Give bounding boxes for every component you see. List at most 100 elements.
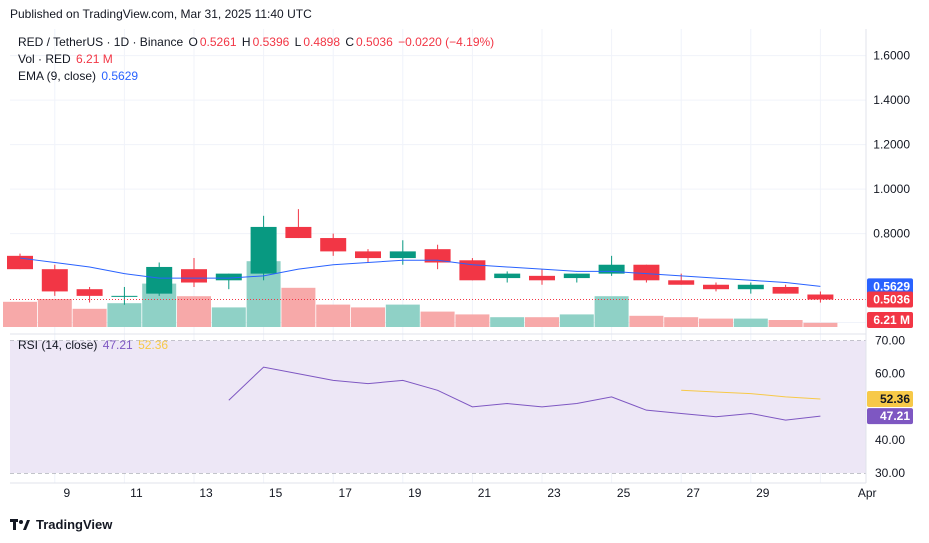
volume-bar (72, 308, 107, 327)
candle-body (424, 249, 451, 263)
close-badge-text: 0.5036 (873, 293, 910, 307)
time-tick-label: 19 (408, 486, 422, 500)
price-tick-label: 1.6000 (873, 49, 910, 63)
volume-bar (211, 307, 246, 327)
candles[interactable] (7, 209, 834, 305)
rsi-ma-badge: 52.36 (867, 391, 913, 408)
candle[interactable] (76, 286, 103, 303)
candle-body (250, 226, 277, 274)
candle[interactable] (215, 273, 242, 290)
candle[interactable] (807, 291, 834, 303)
candle-body (215, 273, 242, 281)
candle[interactable] (459, 258, 486, 281)
candle[interactable] (7, 253, 33, 270)
ema-legend[interactable]: EMA (9, close) 0.5629 (18, 69, 140, 83)
symbol-title[interactable]: RED / TetherUS · 1D · Binance (18, 35, 184, 49)
rsi-legend[interactable]: RSI (14, close) 47.21 52.36 (18, 338, 170, 352)
candle[interactable] (41, 264, 68, 296)
candle[interactable] (146, 262, 173, 296)
time-tick-label: 21 (478, 486, 492, 500)
volume-bar (768, 320, 803, 327)
candle[interactable] (703, 282, 729, 292)
rsi-line (228, 366, 821, 421)
volume-value: 6.21 M (76, 52, 113, 66)
candle-body (181, 269, 207, 283)
volume-legend[interactable]: Vol · RED 6.21 M (18, 52, 115, 66)
high-label: H (241, 35, 251, 49)
ema-badge-text: 0.5629 (873, 279, 910, 293)
time-tick-label: 13 (199, 486, 213, 500)
volume-label[interactable]: Vol · RED (18, 52, 71, 66)
candle[interactable] (111, 286, 138, 305)
time-tick-label: Apr (858, 486, 877, 500)
candle-body (563, 273, 590, 279)
candle[interactable] (320, 233, 347, 256)
volume-bar (316, 304, 351, 327)
rsi-band (10, 340, 866, 474)
candle[interactable] (494, 271, 521, 283)
low-label: L (294, 35, 302, 49)
candle-body (807, 294, 834, 300)
volume-bar (420, 311, 455, 327)
rsi-tick-label: 60.00 (875, 367, 905, 381)
candle[interactable] (529, 269, 555, 285)
candle[interactable] (737, 282, 764, 294)
volume-bar (699, 318, 733, 327)
volume-bar (733, 318, 768, 327)
volume-bar (37, 299, 72, 327)
rsi-label[interactable]: RSI (14, close) (18, 338, 98, 352)
price-tick-label: 0.8000 (873, 227, 910, 241)
rsi-ma-line (681, 389, 821, 400)
time-tick-label: 25 (617, 486, 631, 500)
candle-body (146, 266, 173, 294)
candle-body (668, 280, 695, 285)
rsi-lines (228, 366, 821, 421)
time-tick-label: 27 (687, 486, 701, 500)
candle[interactable] (181, 258, 207, 287)
ema-line (19, 257, 821, 287)
candle-body (633, 264, 660, 281)
rsi-ma-badge-text: 52.36 (880, 392, 910, 406)
rsi-value: 47.21 (102, 338, 133, 352)
time-tick-label: 11 (130, 486, 143, 500)
volume-bar (177, 296, 211, 327)
published-label: Published on TradingView.com, Mar 31, 20… (10, 7, 312, 21)
candle[interactable] (598, 255, 625, 276)
time-tick-label: 29 (756, 486, 770, 500)
candle[interactable] (250, 215, 277, 281)
candle[interactable] (424, 244, 451, 270)
rsi-axis[interactable]: 70.00 60.00 40.00 30.00 (875, 334, 905, 480)
ema-badge-bg (867, 278, 913, 295)
high-value: 0.5396 (252, 35, 290, 49)
candle[interactable] (355, 249, 381, 263)
time-tick-label: 15 (269, 486, 283, 500)
time-tick-label: 23 (547, 486, 561, 500)
time-axis[interactable]: 9 11 13 15 17 19 21 23 25 27 29 Apr (63, 486, 876, 500)
footer-brand-text: TradingView (36, 517, 113, 532)
candle[interactable] (285, 209, 312, 239)
close-label: C (345, 35, 355, 49)
close-value: 0.5036 (356, 35, 393, 49)
candle-body (389, 251, 416, 259)
candle-body (355, 251, 381, 259)
low-value: 0.4898 (303, 35, 341, 49)
price-tick-label: 1.2000 (873, 138, 910, 152)
change-value: −0.0220 (−4.19%) (398, 35, 495, 49)
volume-badge-text: 6.21 M (873, 313, 910, 327)
tradingview-logo-icon (10, 518, 30, 531)
candle[interactable] (563, 273, 590, 283)
candle-body (76, 289, 103, 296)
volume-bar (490, 317, 525, 327)
candle[interactable] (772, 284, 799, 294)
candle-body (494, 273, 521, 279)
volume-bar (629, 315, 664, 327)
ema-label[interactable]: EMA (9, close) (18, 69, 97, 83)
rsi-tick-label: 70.00 (875, 334, 905, 348)
volume-bar (351, 307, 385, 327)
footer-brand[interactable]: TradingView (10, 517, 112, 532)
open-value: 0.5261 (199, 35, 237, 49)
